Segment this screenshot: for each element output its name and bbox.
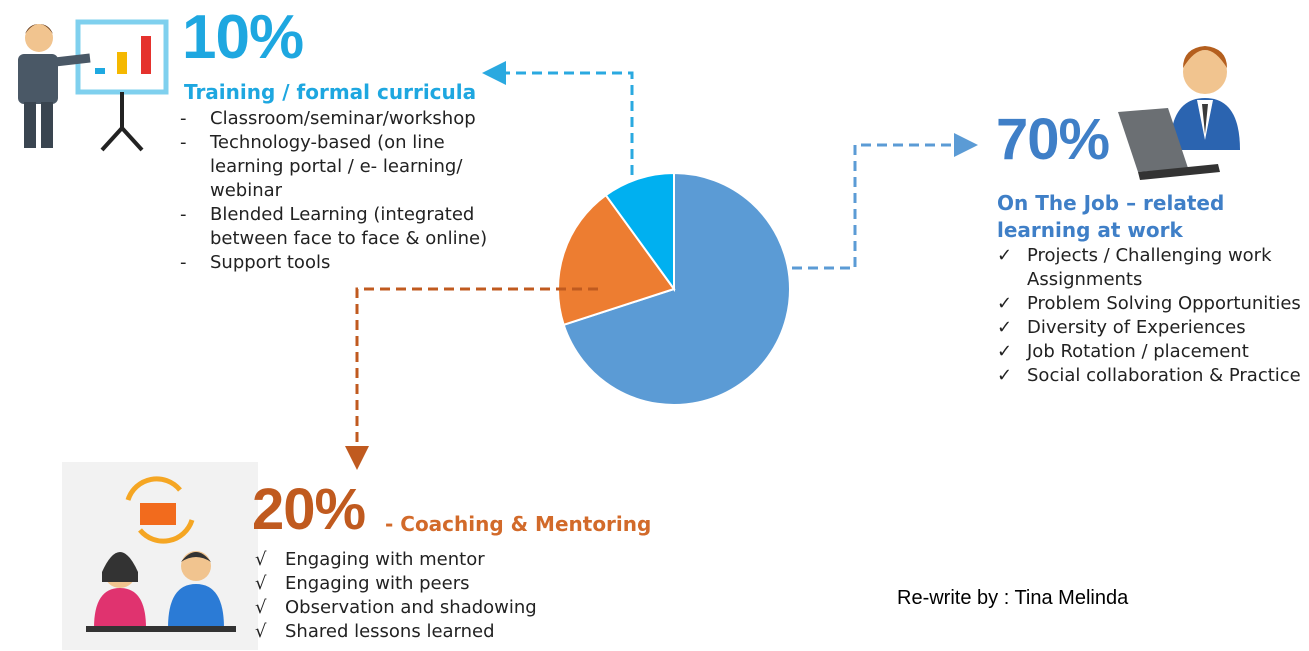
- bullet-marker: √: [255, 573, 267, 594]
- bullet-text: Problem Solving Opportunities: [1027, 293, 1301, 314]
- bullet-item: √ Shared lessons learned: [255, 620, 595, 644]
- bullet-item: ✓ Job Rotation / placement: [997, 340, 1302, 364]
- bullet-text: Social collaboration & Practice: [1027, 365, 1301, 386]
- bullet-text: Shared lessons learned: [285, 621, 495, 642]
- bullet-item: - Classroom/seminar/workshop: [180, 107, 520, 131]
- bullet-text: Observation and shadowing: [285, 597, 537, 618]
- bullet-text: Engaging with mentor: [285, 549, 485, 570]
- connector: [792, 133, 978, 270]
- bullet-text: Support tools: [210, 252, 331, 273]
- pie: [557, 171, 791, 406]
- bullet-item: √ Engaging with mentor: [255, 548, 595, 572]
- pct-label: 20%: [252, 477, 366, 542]
- pie-slice: [562, 171, 791, 406]
- bullet-text: Blended Learning (integrated between fac…: [210, 204, 488, 249]
- bullet-marker: -: [180, 108, 187, 129]
- icon-presenter: [18, 19, 169, 152]
- bullet-item: ✓ Social collaboration & Practice: [997, 364, 1302, 388]
- bullet-text: Projects / Challenging work Assignments: [1027, 245, 1272, 290]
- icon-worker: [1118, 46, 1240, 180]
- bullet-marker: -: [180, 252, 187, 273]
- bullet-list: √ Engaging with mentor √ Engaging with peer…: [255, 548, 595, 644]
- bullet-text: Engaging with peers: [285, 573, 470, 594]
- pie-slice: [604, 171, 675, 293]
- bullet-list: - Classroom/seminar/workshop - Technology-b…: [180, 107, 520, 275]
- bullet-marker: √: [255, 621, 267, 642]
- bullet-item: √ Engaging with peers: [255, 572, 595, 596]
- pct-label: 10%: [182, 3, 304, 72]
- connector: [345, 287, 598, 470]
- bullet-text: Job Rotation / placement: [1027, 341, 1249, 362]
- bullet-item: √ Observation and shadowing: [255, 596, 595, 620]
- pie-slice: [557, 193, 676, 327]
- section-title: - Coaching & Mentoring: [385, 512, 652, 536]
- bullet-marker: -: [180, 132, 187, 153]
- pct-label: 70%: [996, 107, 1110, 172]
- section-title: Training / formal curricula: [184, 80, 477, 104]
- bullet-item: - Support tools: [180, 251, 520, 275]
- bullet-item: ✓ Diversity of Experiences: [997, 316, 1302, 340]
- bullet-marker: ✓: [997, 341, 1013, 362]
- bullet-list: ✓ Projects / Challenging work Assignments…: [997, 244, 1302, 388]
- icon-coaching: [62, 462, 258, 650]
- bullet-marker: ✓: [997, 293, 1013, 314]
- bullet-text: Diversity of Experiences: [1027, 317, 1246, 338]
- section-title: On The Job – related learning at work: [997, 191, 1225, 242]
- bullet-item: - Blended Learning (integrated between fa…: [180, 203, 520, 251]
- bullet-marker: ✓: [997, 245, 1013, 266]
- bullet-item: ✓ Problem Solving Opportunities: [997, 292, 1302, 316]
- bullet-item: - Technology-based (on line learning port…: [180, 131, 520, 203]
- bullet-marker: √: [255, 597, 267, 618]
- bullet-marker: -: [180, 204, 187, 225]
- bullet-marker: ✓: [997, 317, 1013, 338]
- bullet-text: Technology-based (on line learning porta…: [210, 132, 463, 201]
- bullet-marker: ✓: [997, 365, 1013, 386]
- credit: Re-write by : Tina Melinda: [897, 587, 1129, 609]
- bullet-text: Classroom/seminar/workshop: [210, 108, 476, 129]
- bullet-item: ✓ Projects / Challenging work Assignments: [997, 244, 1302, 292]
- bullet-marker: √: [255, 549, 267, 570]
- connector: [482, 61, 634, 175]
